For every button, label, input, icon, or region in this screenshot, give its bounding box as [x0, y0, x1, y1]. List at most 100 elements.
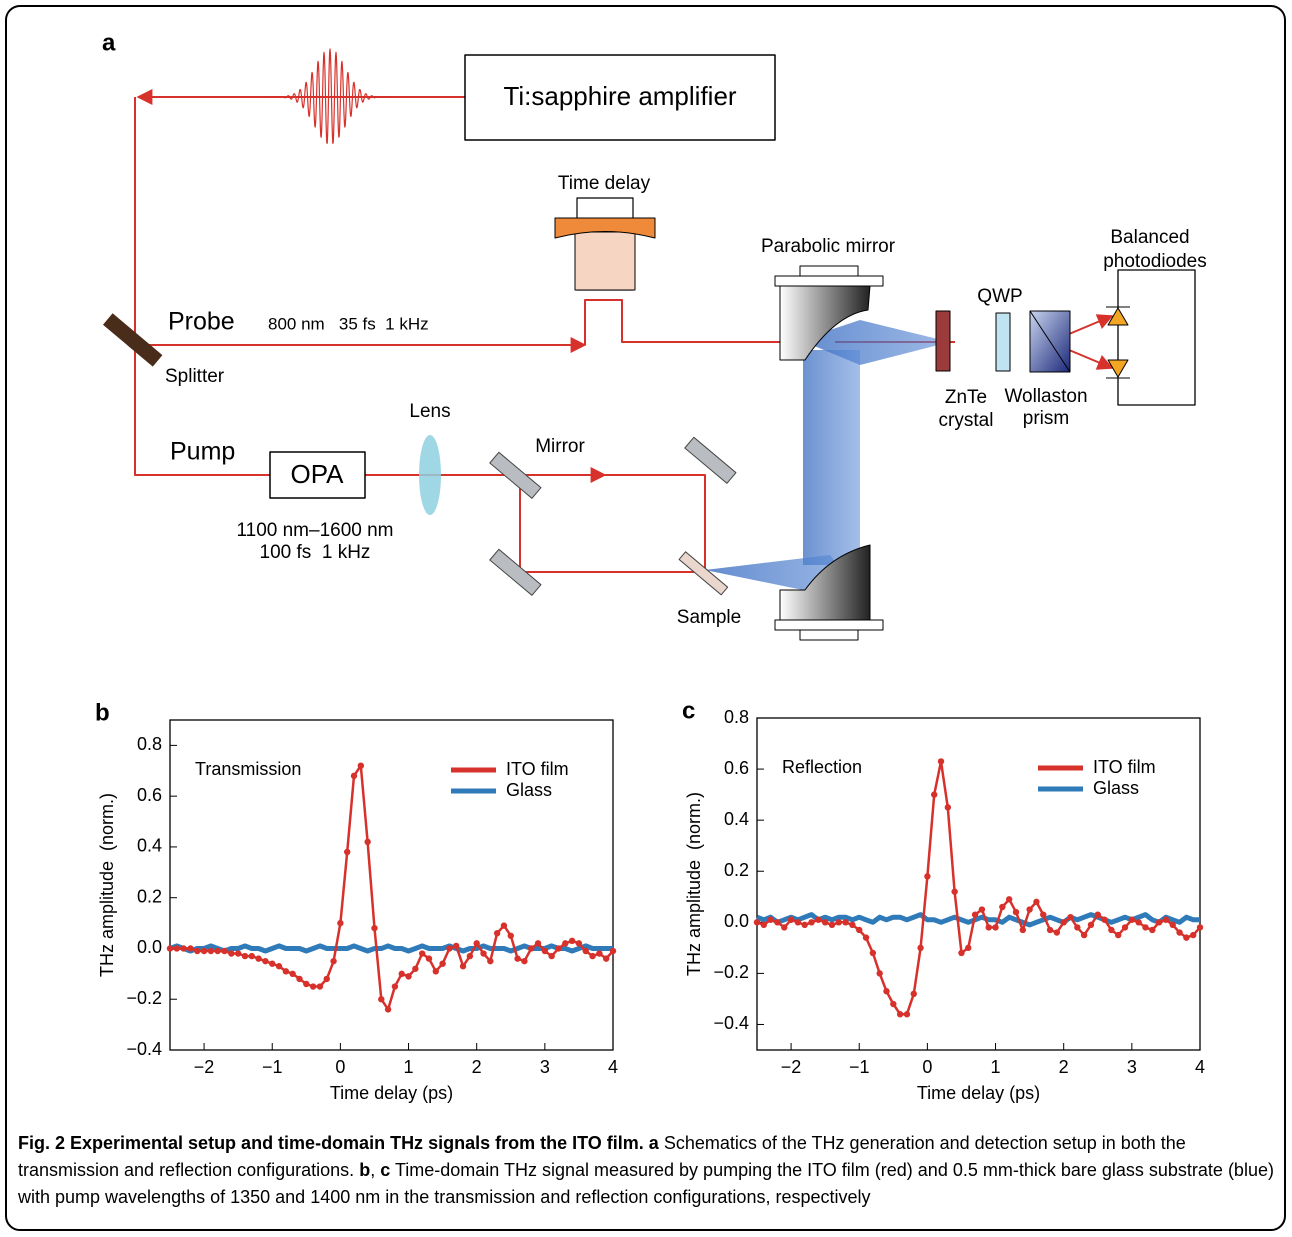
- x-tick-label: 4: [608, 1057, 618, 1077]
- panel-a: a Ti:sapphire amplifier Time delay Parab…: [102, 29, 1207, 641]
- data-point: [200, 947, 208, 955]
- data-point: [1033, 898, 1040, 906]
- data-point: [862, 934, 870, 941]
- splitter: [102, 313, 163, 367]
- data-point: [228, 950, 235, 957]
- data-point: [896, 1011, 904, 1018]
- x-tick-label: 1: [991, 1057, 1001, 1077]
- data-point: [883, 988, 890, 995]
- data-point: [767, 916, 774, 923]
- thz-beam: [803, 350, 860, 565]
- y-tick-label: 0.8: [137, 734, 162, 754]
- y-tick-label: −0.4: [126, 1039, 162, 1059]
- amplifier-label: Ti:sapphire amplifier: [503, 81, 736, 111]
- data-point: [1046, 926, 1054, 934]
- laser-beams: [134, 89, 1114, 573]
- mirror-label: Mirror: [535, 436, 585, 457]
- data-point: [1108, 926, 1115, 934]
- caption-panel: c: [380, 1160, 391, 1180]
- data-point: [1115, 931, 1122, 939]
- data-point: [815, 916, 822, 923]
- data-point: [1074, 924, 1081, 931]
- data-point: [500, 922, 508, 929]
- data-point: [931, 791, 938, 798]
- caption-panel: a: [648, 1133, 659, 1153]
- y-tick-label: 0.2: [137, 886, 162, 906]
- data-point: [289, 970, 296, 978]
- probe-label: Probe: [168, 308, 235, 336]
- data-point: [234, 950, 242, 957]
- y-tick-label: 0.6: [137, 785, 162, 805]
- line-chart: −0.4 −0.2 0.0 0.2 0.4 0.6 0.8 −2 −1 0 1 2 3 4 Time del…: [682, 697, 1205, 1102]
- data-point: [459, 963, 467, 970]
- detector-box: [1117, 269, 1196, 406]
- figure-border: [5, 5, 1286, 1231]
- parabolic-mirror-label: Parabolic mirror: [761, 236, 896, 257]
- x-axis-label: Time delay (ps): [917, 1083, 1040, 1103]
- caption-text: Schematics of the THz generation and det…: [18, 1133, 1186, 1180]
- y-tick-label: −0.4: [713, 1013, 749, 1033]
- data-point: [398, 970, 405, 978]
- x-tick-label: 2: [472, 1057, 482, 1077]
- x-tick-label: 0: [335, 1057, 345, 1077]
- data-point: [958, 949, 965, 957]
- data-point: [944, 804, 952, 811]
- y-axis-label: THz amplitude (norm.): [684, 792, 704, 976]
- probe-params: 800 nm 35 fs 1 kHz: [268, 314, 429, 333]
- data-point: [371, 924, 378, 932]
- data-point: [487, 957, 494, 965]
- x-tick-label: 3: [540, 1057, 550, 1077]
- data-point: [269, 960, 276, 967]
- data-point: [582, 947, 589, 955]
- legend-label: ITO film: [506, 759, 569, 779]
- sample-plate: [678, 551, 729, 596]
- data-point: [350, 772, 358, 780]
- y-tick-label: 0.6: [724, 758, 749, 778]
- data-point: [856, 926, 863, 934]
- data-point: [910, 990, 917, 998]
- data-point: [1094, 911, 1101, 918]
- data-point: [357, 762, 365, 769]
- data-point: [985, 924, 992, 931]
- x-axis-label: Time delay (ps): [330, 1083, 453, 1103]
- data-point: [1005, 896, 1013, 903]
- data-point: [1189, 931, 1197, 939]
- data-point: [1101, 916, 1108, 923]
- x-tick-label: 0: [922, 1057, 932, 1077]
- data-point: [971, 911, 979, 918]
- data-point: [480, 950, 487, 957]
- x-tick-label: 4: [1195, 1057, 1205, 1077]
- x-tick-label: −2: [781, 1057, 802, 1077]
- amplifier-box: [464, 54, 776, 141]
- data-point: [951, 888, 958, 895]
- data-point: [589, 952, 596, 960]
- data-point: [214, 947, 221, 955]
- data-point: [521, 957, 528, 965]
- data-point: [1155, 919, 1163, 926]
- panel-label: b: [95, 699, 110, 726]
- data-point: [924, 873, 931, 880]
- data-point: [753, 919, 761, 926]
- data-point: [828, 921, 836, 929]
- data-point: [439, 960, 446, 967]
- annotation: Reflection: [782, 757, 862, 777]
- legend-label: Glass: [1093, 778, 1139, 798]
- data-point: [364, 838, 371, 846]
- mirror: [684, 436, 737, 484]
- qwp-label: QWP: [977, 286, 1022, 307]
- photodiode: [1107, 359, 1129, 378]
- y-tick-label: 0.8: [724, 707, 749, 727]
- data-point: [575, 940, 583, 947]
- data-line: [756, 760, 1201, 1016]
- pump-params: 1100 nm–1600 nm: [236, 520, 393, 541]
- caption-text: ,: [370, 1160, 376, 1180]
- pump-label: Pump: [170, 438, 235, 466]
- znte-label: crystal: [939, 410, 994, 431]
- data-point: [248, 952, 255, 960]
- data-point: [835, 919, 842, 926]
- line-chart: −0.4 −0.2 0.0 0.2 0.4 0.6 0.8 −2 −1 0 1 2 3 4 Time del…: [95, 699, 618, 1102]
- x-tick-label: −1: [849, 1057, 870, 1077]
- data-point: [378, 996, 385, 1003]
- data-point: [1060, 919, 1067, 926]
- data-point: [1053, 929, 1061, 936]
